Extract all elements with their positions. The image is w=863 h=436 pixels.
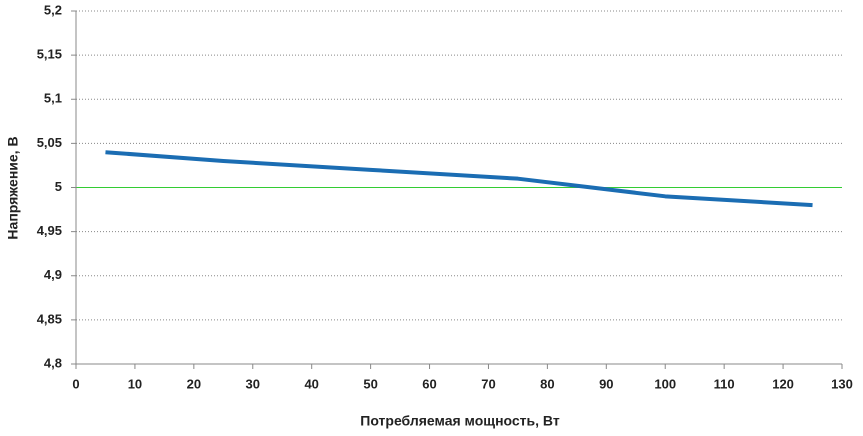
y-tick-label: 4,8 xyxy=(44,355,62,370)
data-line xyxy=(105,150,813,208)
y-tick-label: 5 xyxy=(55,179,62,194)
x-tick-label: 50 xyxy=(363,376,377,391)
x-axis-title: Потребляемая мощность, Вт xyxy=(360,413,560,429)
x-tick-label: 20 xyxy=(187,376,201,391)
y-tick-label: 4,9 xyxy=(44,267,62,282)
x-tick-label: 60 xyxy=(422,376,436,391)
x-tick-label: 110 xyxy=(714,376,735,391)
x-tick-label: 10 xyxy=(128,376,142,391)
x-tick-label: 70 xyxy=(481,376,495,391)
y-tick-label: 4,95 xyxy=(37,223,62,238)
y-tick-label: 5,15 xyxy=(37,47,62,62)
x-tick-label: 100 xyxy=(654,376,676,391)
x-tick-label: 130 xyxy=(831,376,853,391)
y-tick-label: 5,1 xyxy=(44,91,62,106)
x-tick-label: 0 xyxy=(72,376,79,391)
x-tick-label: 120 xyxy=(772,376,794,391)
x-tick-label: 90 xyxy=(599,376,613,391)
y-tick-label: 4,85 xyxy=(37,311,62,326)
y-tick-label: 5,2 xyxy=(44,2,62,17)
x-tick-label: 40 xyxy=(304,376,318,391)
x-tick-label: 30 xyxy=(246,376,260,391)
y-tick-label: 5,05 xyxy=(37,135,62,150)
y-axis-title: Напряжение, В xyxy=(5,136,21,239)
x-tick-label: 80 xyxy=(540,376,554,391)
